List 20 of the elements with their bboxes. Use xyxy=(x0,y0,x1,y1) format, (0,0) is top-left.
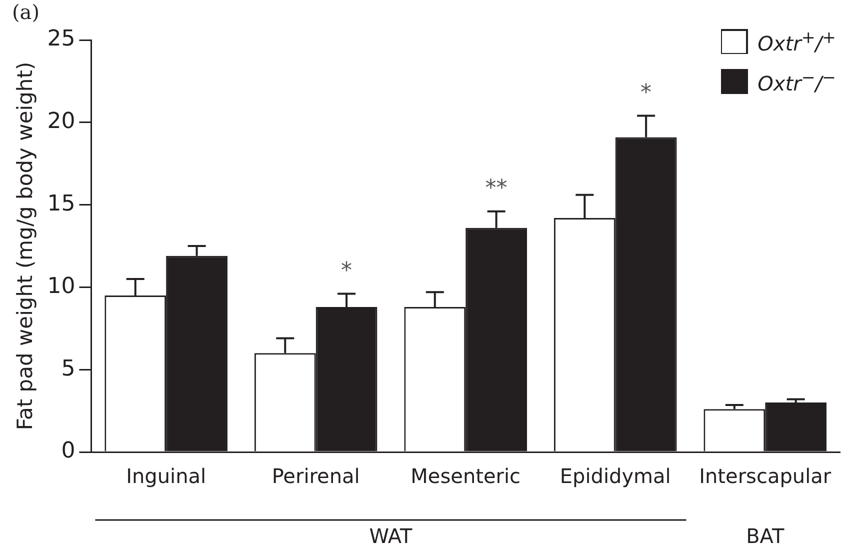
y-axis-title: Fat pad weight (mg/g body weight) xyxy=(13,62,38,430)
x-tick-label: Perirenal xyxy=(272,464,360,488)
y-tick-label: 5 xyxy=(61,356,76,382)
x-tick-label: Epididymal xyxy=(560,464,671,488)
y-tick-label: 10 xyxy=(47,274,76,299)
text: BAT xyxy=(746,524,785,548)
annotation: * xyxy=(640,80,652,106)
y-tick-label: 20 xyxy=(47,109,76,134)
text: WAT xyxy=(369,524,414,548)
y-tick-label: 25 xyxy=(47,26,76,52)
y-tick-label: 0 xyxy=(61,438,76,464)
text: (a) xyxy=(12,0,40,24)
annotation: ** xyxy=(485,176,508,202)
x-tick-label: Interscapular xyxy=(699,464,832,488)
x-tick-label: Inguinal xyxy=(126,464,206,488)
legend-label: Oxtr$^{−}$/$^{−}$ xyxy=(758,68,836,96)
x-tick-label: Mesenteric xyxy=(410,464,521,488)
legend-label: Oxtr$^{+}$/$^{+}$ xyxy=(758,28,836,56)
y-tick-label: 15 xyxy=(47,192,76,217)
annotation: * xyxy=(341,258,352,284)
